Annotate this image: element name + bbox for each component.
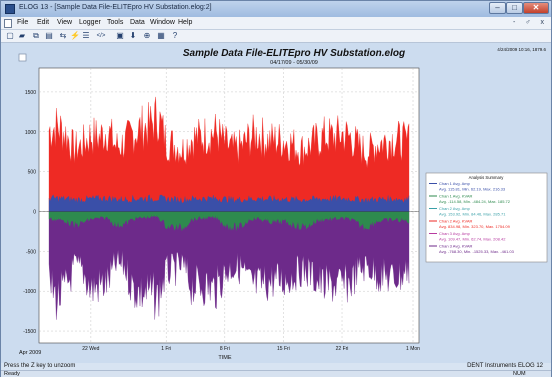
x-tick-label: 15 Fri [277, 346, 290, 352]
y-tick-label: -1500 [23, 329, 36, 335]
legend-entry-stats: Avg. -114.58, Min. -484.24, Max. 185.72 [439, 199, 511, 204]
zoom-icon[interactable]: ⊕ [143, 31, 151, 40]
list-icon[interactable]: ☰ [82, 31, 90, 40]
close-button[interactable]: ✕ [523, 2, 549, 14]
legend-box [425, 172, 548, 263]
app-icon [5, 4, 15, 14]
cursor-timestamp: 4/24/2009 10:16, 1879.6 [497, 47, 546, 52]
x-axis: 22 Wed 1 Fri 8 Fri 15 Fri 22 Fri 1 Mon [82, 346, 420, 352]
connect-icon[interactable]: ⇆ [59, 31, 67, 40]
y-tick-label: -1000 [23, 289, 36, 295]
x-axis-label: TIME [218, 355, 231, 361]
date-range: 04/17/09 - 05/30/09 [270, 60, 318, 66]
help-icon[interactable]: ? [172, 31, 178, 40]
save-icon[interactable]: ▦ [157, 31, 165, 40]
legend-entry-name: Chan 3 Avg. KVAR [439, 244, 473, 249]
legend-entry-name: Chan 1 Avg. KVAR [439, 194, 473, 199]
legend-entry-stats: Avg. 109.47, Min. 62.74, Max. 208.42 [439, 237, 506, 242]
chart-title: Sample Data File-ELITEpro HV Substation.… [183, 48, 405, 59]
x-tick-label: 1 Fri [161, 346, 171, 352]
copy-icon[interactable]: ⧉ [33, 31, 39, 40]
legend-entry-name: Chan 1 Avg. Amp [439, 181, 471, 186]
menu-bar: File Edit View Logger Tools Data Window … [1, 17, 551, 30]
x-tick-label: 8 Fri [220, 346, 230, 352]
legend-entry-stats: Avg. -768.30, Min. -1525.33, Max. -461.0… [439, 249, 515, 254]
toolbar: ▢ ▰ ⧉ ▤ ⇆ ⚡ ☰ </> ▣ ⬇ ⊕ ▦ ? [1, 30, 551, 43]
y-tick-label: -500 [26, 249, 36, 255]
x-month-label: Apr 2009 [19, 350, 41, 356]
logger-icon[interactable]: ⚡ [70, 31, 80, 40]
minimize-button[interactable]: – [489, 2, 506, 14]
window-title: ELOG 13 - [Sample Data File-ELITEpro HV … [19, 4, 212, 11]
chart-area: Sample Data File-ELITEpro HV Substation.… [1, 43, 551, 363]
menu-help[interactable]: Help [178, 19, 193, 26]
series-layer [39, 96, 419, 320]
menu-data[interactable]: Data [130, 19, 145, 26]
legend-title: Analysis Summary [469, 175, 505, 180]
series-chan-2-avg-kvar [48, 96, 410, 212]
y-tick-label: 1000 [25, 130, 36, 136]
status-num: NUM [513, 371, 526, 377]
legend-entry-name: Chan 2 Avg. Amp [439, 206, 471, 211]
print-icon[interactable]: ▤ [45, 31, 53, 40]
y-tick-label: 500 [28, 170, 37, 176]
unzoom-hint: Press the Z key to unzoom [4, 363, 76, 369]
document-icon[interactable] [4, 19, 12, 28]
menu-file[interactable]: File [17, 19, 29, 26]
legend-entry-name: Chan 2 Avg. KVAR [439, 219, 473, 224]
open-icon[interactable]: ▰ [18, 31, 26, 40]
y-tick-label: 1500 [25, 90, 36, 96]
menu-logger[interactable]: Logger [79, 19, 101, 26]
series-chan-3-avg-kvar [48, 211, 410, 320]
hint-line: Press the Z key to unzoom DENT Instrumen… [1, 363, 551, 370]
y-axis: 1500 1000 500 0 -500 -1000 -1500 [23, 90, 36, 335]
code-icon[interactable]: </> [96, 33, 106, 39]
menu-view[interactable]: View [57, 19, 73, 26]
status-ready: Ready [4, 371, 20, 377]
chart-checkbox[interactable] [18, 53, 27, 62]
title-bar[interactable]: ELOG 13 - [Sample Data File-ELITEpro HV … [1, 1, 551, 17]
menu-window[interactable]: Window [150, 19, 175, 26]
x-tick-label: 22 Wed [82, 346, 99, 352]
menu-edit[interactable]: Edit [37, 19, 50, 26]
new-icon[interactable]: ▢ [6, 31, 14, 40]
legend-entry-stats: Avg. 115.81, Min. 62.19, Max. 216.33 [439, 187, 506, 192]
branding-text: DENT Instruments ELOG 12 [467, 363, 543, 369]
series-chan-1-avg-kvar [48, 211, 410, 231]
mdi-window-controls[interactable]: - ♂ x [513, 19, 548, 26]
status-bar: Ready NUM [1, 370, 551, 377]
x-tick-label: 22 Fri [336, 346, 349, 352]
series-chan-1-avg-amp [48, 194, 410, 212]
legend-entry-stats: Avg. 153.92, Min. 84.46, Max. 285.71 [439, 212, 506, 217]
maximize-button[interactable]: □ [506, 2, 523, 14]
export-icon[interactable]: ▣ [116, 31, 124, 40]
download-icon[interactable]: ⬇ [129, 31, 137, 40]
x-tick-label: 1 Mon [406, 346, 420, 352]
legend-entry-stats: Avg. 834.98, Min. 323.70, Max. 1754.09 [439, 224, 511, 229]
chart[interactable]: Sample Data File-ELITEpro HV Substation.… [1, 43, 551, 363]
y-tick-label: 0 [33, 209, 36, 215]
menu-tools[interactable]: Tools [107, 19, 124, 26]
legend-entry-name: Chan 3 Avg. Amp [439, 231, 471, 236]
